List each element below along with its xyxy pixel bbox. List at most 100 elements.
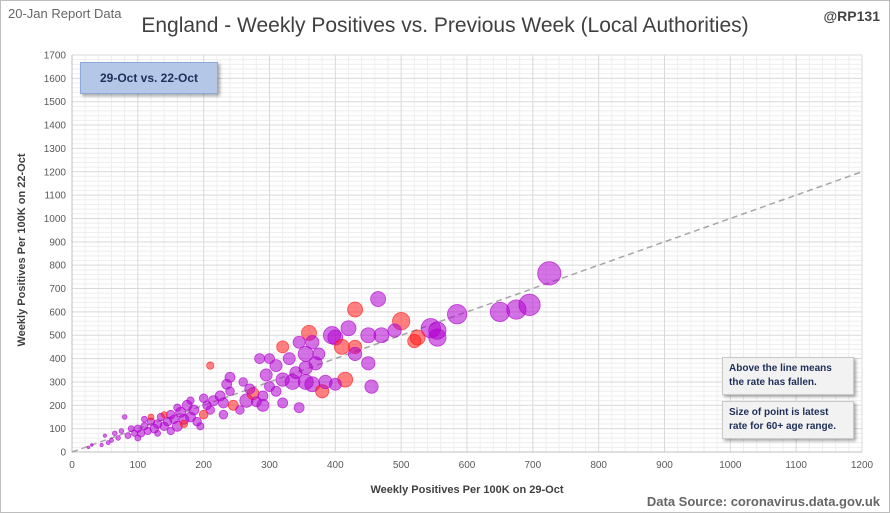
gridlines — [71, 54, 863, 453]
data-point — [235, 405, 245, 415]
data-point — [312, 347, 326, 361]
note-line-meaning: Above the line means the rate has fallen… — [722, 357, 854, 395]
data-point — [99, 442, 104, 448]
period-label: 29-Oct vs. 22-Oct — [80, 62, 218, 94]
y-tick-label: 600 — [49, 307, 66, 318]
data-point — [134, 434, 142, 442]
data-point — [257, 390, 269, 402]
note-text: Size of point is latest — [729, 407, 829, 418]
author-handle: @RP131 — [823, 8, 880, 24]
data-point — [428, 328, 447, 347]
data-point — [334, 339, 350, 355]
report-date: 20-Jan Report Data — [8, 6, 122, 21]
y-tick-label: 900 — [49, 237, 66, 248]
y-tick-label: 1300 — [44, 144, 67, 155]
data-point — [407, 334, 422, 349]
data-point — [160, 411, 168, 419]
note-text: Above the line means — [729, 363, 832, 374]
x-tick-label: 100 — [129, 460, 146, 471]
data-point — [124, 432, 132, 440]
data-point — [328, 377, 342, 391]
data-point — [270, 385, 282, 397]
data-point — [154, 429, 161, 437]
x-tick-label: 500 — [393, 460, 410, 471]
note-text: the rate has fallen. — [729, 377, 817, 388]
data-point — [121, 414, 128, 420]
data-points — [86, 261, 562, 450]
data-point — [198, 409, 209, 420]
x-axis-title: Weekly Positives Per 100K on 29-Oct — [370, 484, 564, 496]
y-tick-label: 1500 — [44, 97, 67, 108]
data-point — [202, 400, 212, 411]
data-point — [112, 430, 118, 437]
y-tick-label: 100 — [49, 424, 66, 435]
x-tick-label: 900 — [656, 460, 673, 471]
data-point — [115, 435, 121, 441]
data-point — [238, 377, 248, 387]
data-point — [340, 320, 357, 337]
data-point — [141, 415, 148, 423]
data-point — [86, 445, 91, 450]
data-point — [254, 353, 266, 364]
data-source: Data Source: coronavirus.data.gov.uk — [646, 494, 880, 509]
data-point — [275, 372, 290, 387]
data-point — [370, 291, 387, 307]
data-point — [347, 301, 363, 318]
data-point — [387, 323, 402, 338]
x-tick-label: 0 — [69, 460, 75, 471]
data-point — [289, 366, 303, 380]
data-point — [118, 428, 125, 434]
data-point — [276, 340, 290, 354]
data-point — [244, 383, 256, 395]
y-tick-label: 0 — [60, 448, 66, 459]
x-tick-label: 1000 — [719, 460, 742, 471]
data-point — [360, 327, 377, 344]
data-point — [206, 361, 215, 370]
data-point — [173, 403, 182, 412]
data-point — [292, 335, 306, 349]
data-point — [537, 261, 562, 286]
x-tick-label: 1100 — [785, 460, 807, 471]
y-axis-title: Weekly Positives Per 100K on 22-Oct — [16, 153, 28, 347]
data-point — [90, 443, 94, 447]
y-tick-label: 300 — [49, 377, 66, 388]
note-text: rate for 60+ age range. — [729, 421, 836, 432]
data-point — [105, 440, 111, 446]
data-point — [218, 397, 229, 409]
data-point — [102, 433, 107, 438]
x-tick-label: 600 — [459, 460, 476, 471]
data-point — [282, 352, 296, 365]
data-point — [305, 335, 320, 350]
y-tick-label: 400 — [49, 354, 66, 365]
data-point — [109, 437, 114, 443]
y-tick-label: 1100 — [44, 191, 66, 202]
x-tick-label: 200 — [195, 460, 212, 471]
data-point — [364, 379, 379, 394]
note-point-size: Size of point is latest rate for 60+ age… — [722, 401, 854, 439]
data-point — [131, 429, 138, 437]
data-point — [361, 356, 376, 371]
y-tick-label: 200 — [49, 401, 66, 412]
y-tick-label: 800 — [49, 261, 66, 272]
y-tick-label: 1200 — [44, 167, 67, 178]
data-point — [218, 409, 229, 420]
x-tick-label: 1200 — [851, 460, 874, 471]
data-point — [179, 419, 188, 429]
tick-labels: 0 100 200 300 400 500 600 700 800 900 1000 1100 1200… — [44, 51, 874, 472]
x-tick-label: 800 — [590, 460, 607, 471]
y-tick-label: 1400 — [44, 121, 67, 132]
y-tick-label: 500 — [49, 331, 66, 342]
chart-title: England - Weekly Positives vs. Previous … — [141, 14, 749, 37]
data-point — [166, 426, 175, 436]
data-point — [264, 353, 275, 364]
y-tick-label: 1700 — [44, 51, 67, 62]
data-point — [259, 368, 273, 382]
x-tick-label: 300 — [261, 460, 278, 471]
data-point — [147, 413, 155, 421]
data-point — [447, 304, 468, 325]
data-point — [196, 422, 205, 431]
data-point — [277, 397, 289, 409]
y-tick-label: 1600 — [44, 74, 67, 85]
x-tick-label: 700 — [524, 460, 541, 471]
